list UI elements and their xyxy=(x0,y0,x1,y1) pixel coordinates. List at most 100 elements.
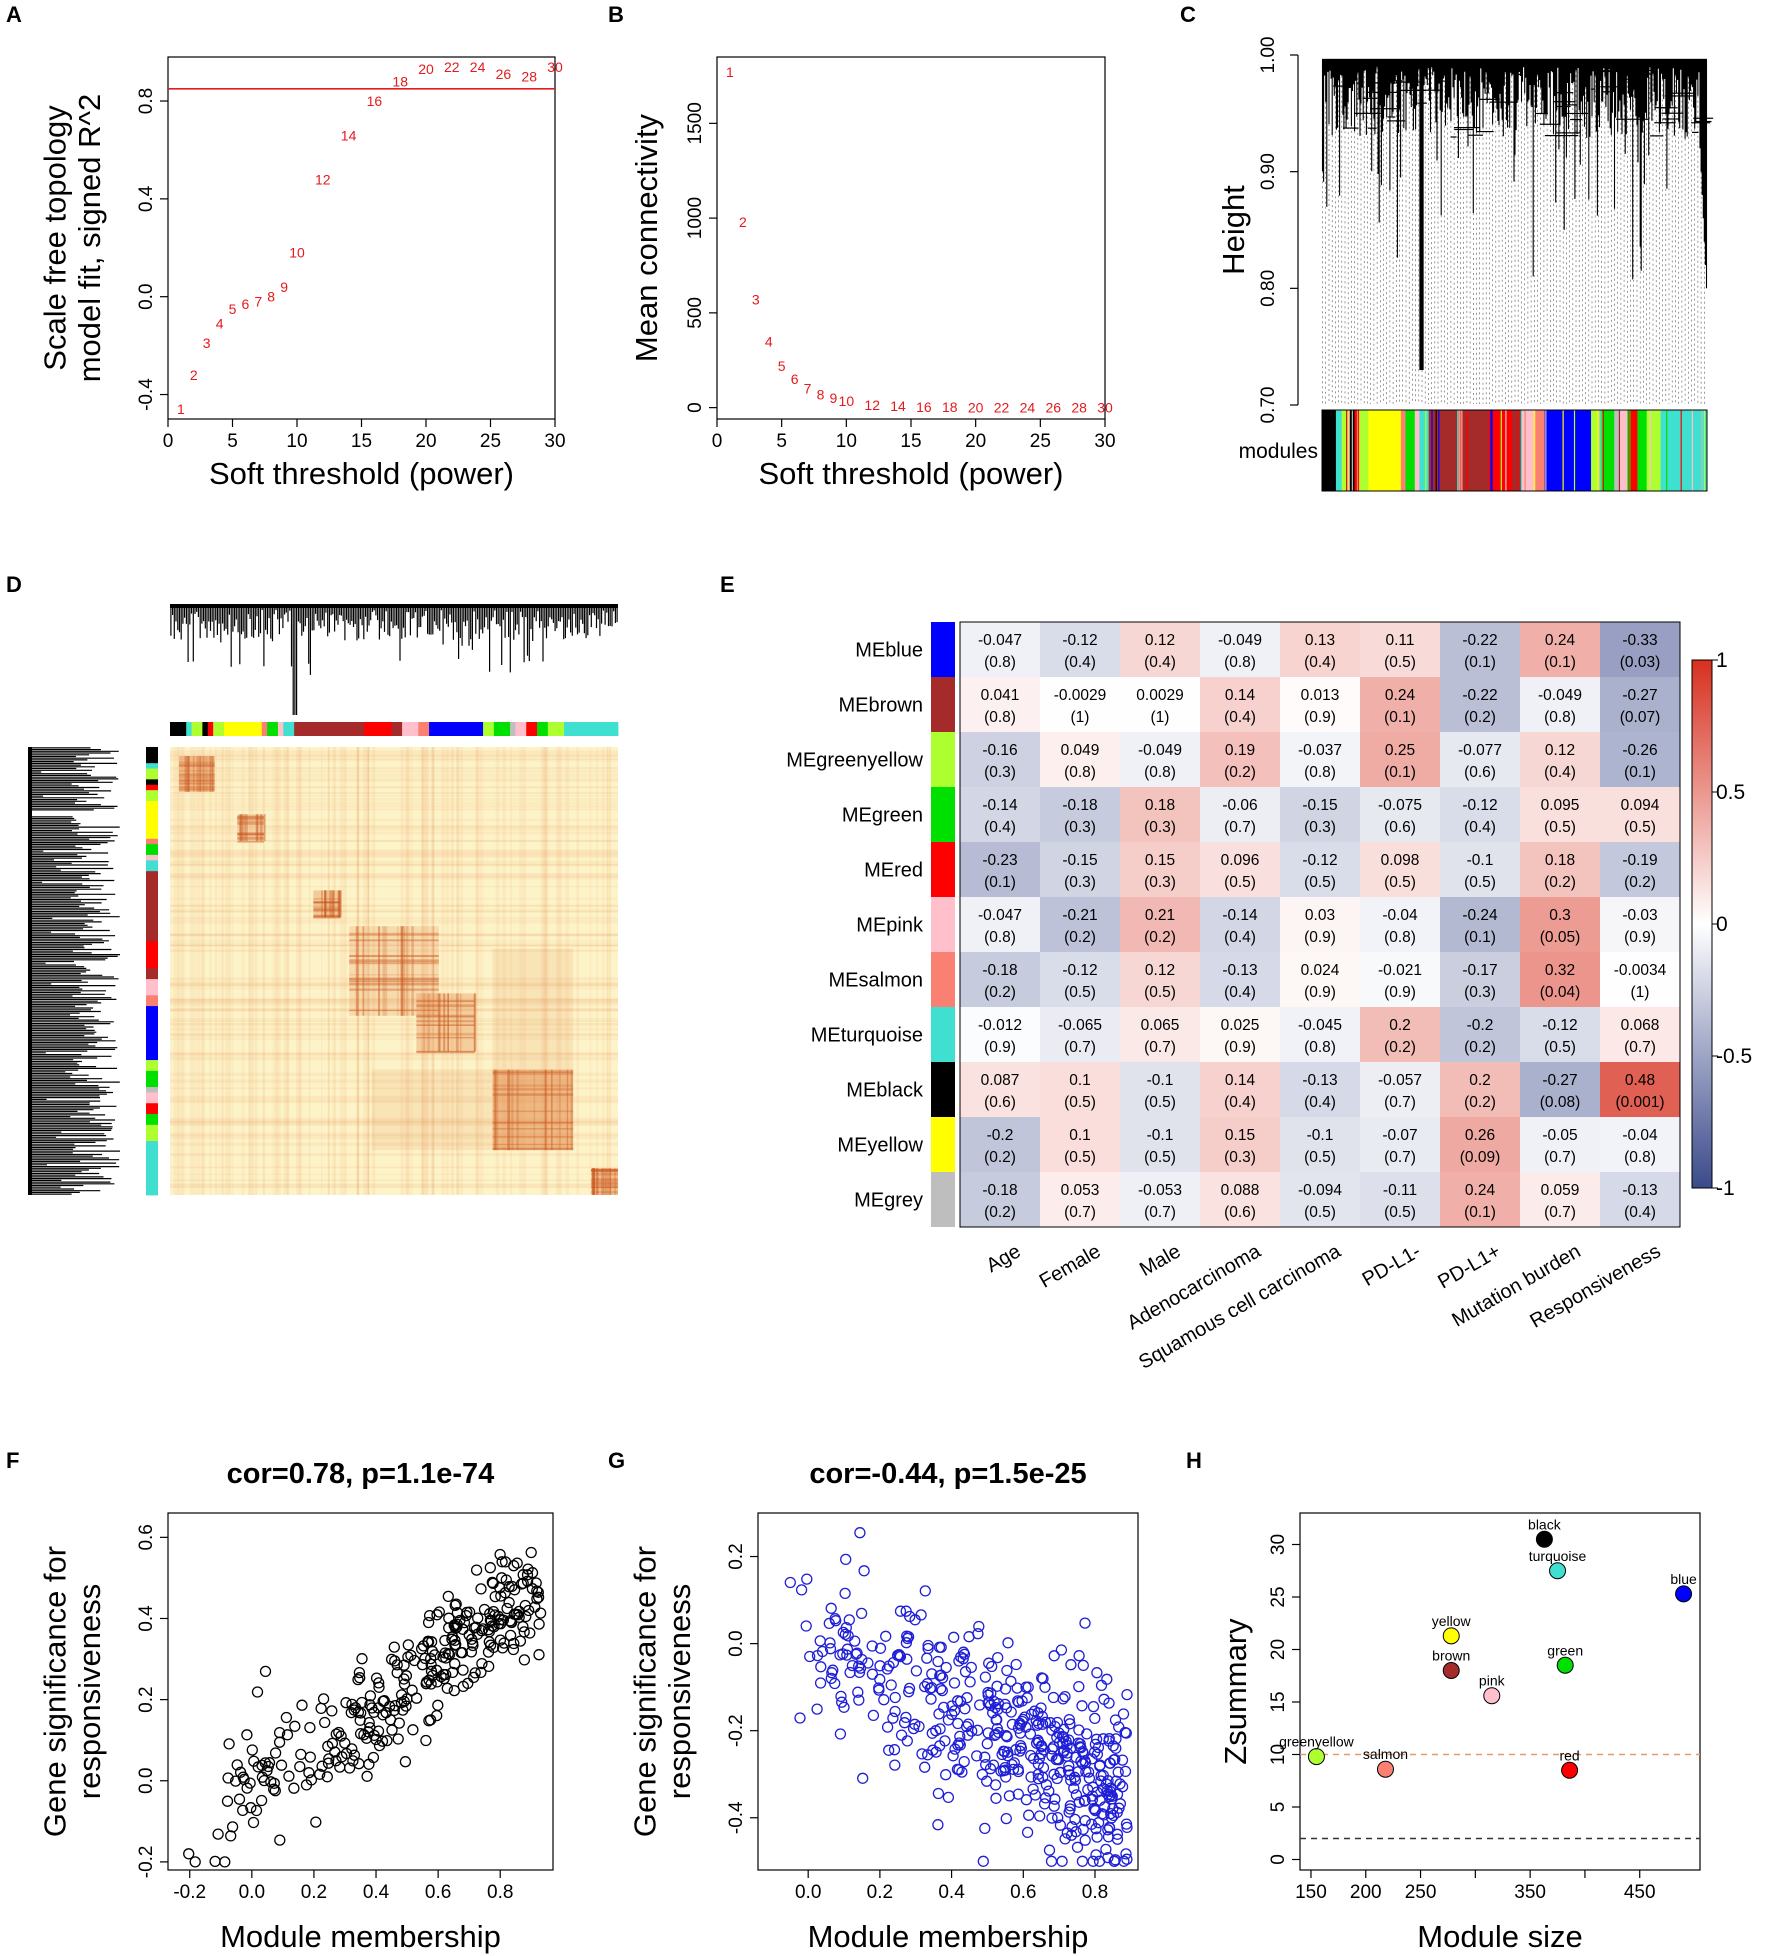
tom-horizontal-band xyxy=(170,999,618,1003)
tom-block-stripe xyxy=(313,914,341,917)
gene-point xyxy=(948,1677,961,1689)
tom-block-stripe xyxy=(591,1173,618,1176)
gene-point xyxy=(531,1593,543,1605)
gene-point xyxy=(442,1648,454,1660)
tom-vertical-band xyxy=(343,747,347,1195)
power-point-label: 20 xyxy=(418,61,434,77)
tom-vertical-band xyxy=(411,747,413,1195)
gene-point xyxy=(901,1653,913,1665)
gene-point xyxy=(280,1711,293,1724)
tom-block-stripe xyxy=(324,890,326,918)
gene-point xyxy=(1064,1718,1076,1730)
gene-point xyxy=(315,1702,327,1715)
gene-point xyxy=(487,1605,500,1618)
tom-horizontal-band xyxy=(170,1009,618,1012)
gene-point xyxy=(962,1729,974,1741)
tom-horizontal-band xyxy=(170,1052,618,1057)
gene-point xyxy=(1046,1724,1058,1736)
gene-point xyxy=(500,1574,512,1586)
tom-block-stripe xyxy=(237,832,265,835)
heatmap-cell xyxy=(1360,732,1440,787)
gene-point xyxy=(992,1651,1004,1664)
tom-vertical-band xyxy=(192,747,196,1195)
tom-top-color-segment xyxy=(547,722,565,736)
gene-point xyxy=(1007,1763,1020,1776)
tom-horizontal-band xyxy=(170,1032,618,1037)
tom-vertical-band xyxy=(365,747,370,1195)
gene-point xyxy=(1015,1742,1028,1754)
tom-block-stripe xyxy=(202,755,204,792)
tom-horizontal-band xyxy=(170,863,618,866)
p-value: (0.8) xyxy=(984,654,1016,671)
gene-point xyxy=(219,1856,231,1868)
gene-point xyxy=(932,1819,944,1831)
gene-point xyxy=(507,1643,520,1656)
p-value: (0.8) xyxy=(1224,654,1256,671)
gene-point xyxy=(880,1630,892,1642)
gene-point xyxy=(521,1569,534,1581)
gene-point xyxy=(484,1562,496,1574)
tom-block-stripe xyxy=(240,814,243,842)
heatmap-cell xyxy=(1280,842,1360,897)
gene-point xyxy=(1025,1771,1037,1783)
gene-point xyxy=(1095,1679,1108,1692)
gene-point xyxy=(825,1672,837,1685)
tom-block-stripe xyxy=(178,789,215,791)
tom-diagonal-block xyxy=(591,1168,618,1195)
module-color-swatch xyxy=(931,897,955,952)
tom-vertical-band xyxy=(283,747,288,1195)
gene-point xyxy=(1087,1781,1099,1793)
gene-point xyxy=(1039,1716,1052,1728)
p-value: (0.8) xyxy=(1624,1149,1656,1166)
tom-left-color-segment xyxy=(146,768,158,780)
correlation-value: -0.22 xyxy=(1462,632,1497,649)
tom-block-stripe xyxy=(591,1186,618,1188)
tom-block-stripe xyxy=(591,1178,618,1182)
gene-point xyxy=(476,1657,488,1670)
tom-vertical-band xyxy=(422,747,426,1195)
p-value: (0.4) xyxy=(1224,1094,1256,1111)
module-row-label: MEgreenyellow xyxy=(786,750,923,772)
module-point xyxy=(1307,1748,1325,1766)
heatmap-cell xyxy=(1040,897,1120,952)
gene-point xyxy=(895,1729,908,1741)
dendrogram-merge xyxy=(1565,104,1578,106)
gene-point xyxy=(443,1612,455,1624)
trait-column-label: Age xyxy=(983,1240,1025,1277)
y-tick-label: 0.0 xyxy=(726,1630,747,1656)
gene-point xyxy=(804,1650,816,1663)
tom-horizontal-band xyxy=(170,777,618,782)
gene-point xyxy=(1047,1691,1060,1704)
p-value: (0.4) xyxy=(1304,1094,1336,1111)
gene-point xyxy=(979,1671,992,1683)
gene-point xyxy=(517,1620,529,1633)
gene-point xyxy=(1076,1700,1088,1712)
heatmap-cell xyxy=(960,1117,1040,1172)
module-point-label: red xyxy=(1559,1747,1579,1763)
tom-vertical-band xyxy=(227,747,231,1195)
correlation-value: 0.14 xyxy=(1225,1072,1256,1089)
y-tick-label: 1500 xyxy=(685,102,706,144)
tom-block-stripe xyxy=(242,814,244,842)
tom-block-stripe xyxy=(416,1024,475,1026)
tom-block-stripe xyxy=(237,819,265,821)
power-point-label: 12 xyxy=(864,397,880,413)
gene-point xyxy=(1012,1788,1024,1800)
gene-point xyxy=(924,1682,936,1695)
tom-vertical-band xyxy=(287,747,290,1195)
x-tick-label: 0 xyxy=(712,431,723,452)
gene-point xyxy=(952,1739,964,1751)
tom-block-stripe xyxy=(178,786,215,790)
y-axis-label: Zsummary xyxy=(1218,1618,1253,1765)
tom-vertical-band xyxy=(308,747,311,1195)
p-value: (0.2) xyxy=(1144,929,1176,946)
heatmap-cell xyxy=(1200,787,1280,842)
tom-horizontal-band xyxy=(170,798,618,801)
tom-horizontal-band xyxy=(170,1007,618,1012)
dendrogram-merge xyxy=(1553,101,1575,103)
tom-vertical-band xyxy=(367,747,370,1195)
tom-block-stripe xyxy=(604,1168,607,1195)
p-value: (0.2) xyxy=(1064,929,1096,946)
tom-horizontal-band xyxy=(170,873,618,877)
tom-top-color-segment xyxy=(515,722,527,736)
